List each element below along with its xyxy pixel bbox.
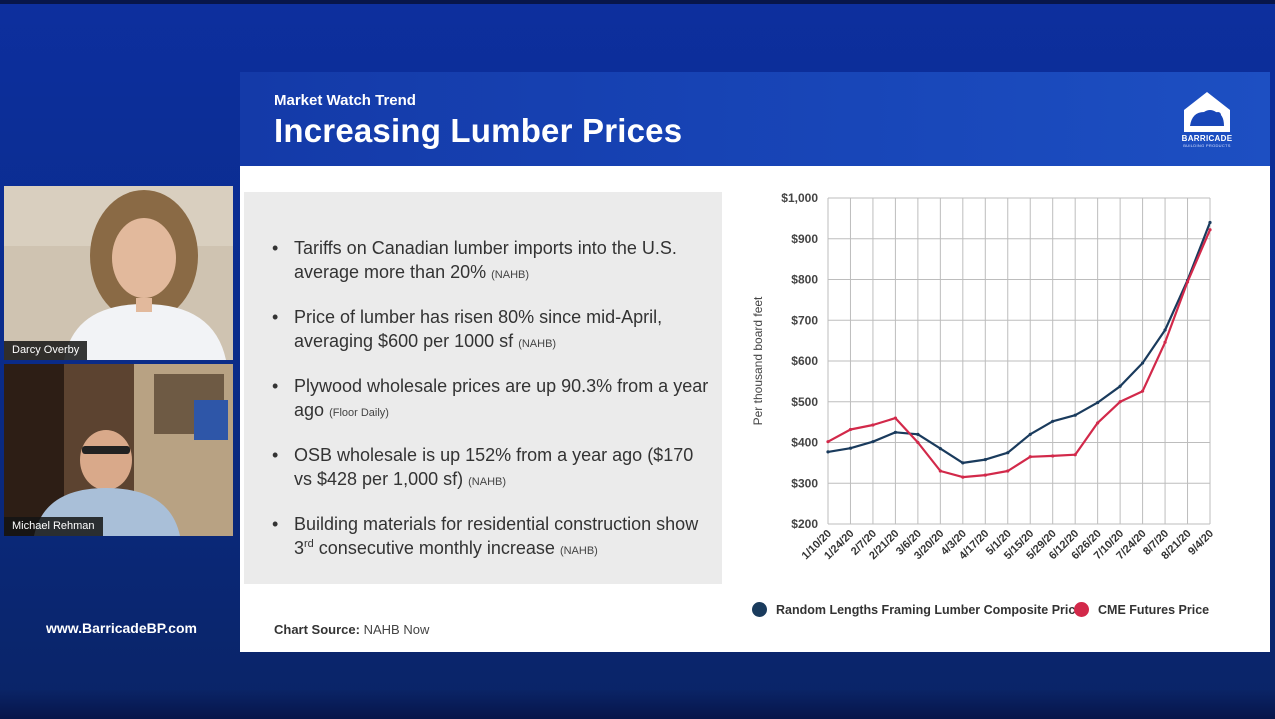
data-point-series-1: [871, 423, 875, 427]
data-point-series-1: [1185, 280, 1190, 284]
bullet-panel: • Tariffs on Canadian lumber imports into…: [244, 192, 722, 584]
data-point-series-1: [938, 469, 942, 473]
top-border: [0, 0, 1275, 4]
legend-item-futures: CME Futures Price: [1074, 602, 1209, 617]
bullet-text: OSB wholesale is up 152% from a year ago…: [294, 445, 694, 489]
video-tile-participant-1[interactable]: Darcy Overby: [4, 186, 233, 360]
barricade-logo: BARRICADE BUILDING PRODUCTS: [1180, 90, 1234, 152]
legend-swatch-futures: [1074, 602, 1089, 617]
lumber-price-chart: $200$300$400$500$600$700$800$900$1,0001/…: [751, 191, 1216, 562]
data-point-series-1: [1006, 469, 1010, 473]
y-tick-label: $600: [791, 354, 818, 368]
bullet-item: • Plywood wholesale prices are up 90.3% f…: [272, 376, 709, 420]
bullet-item: • Tariffs on Canadian lumber imports into…: [272, 238, 677, 282]
x-tick-label: 9/4/20: [1186, 528, 1216, 558]
data-point-series-1: [983, 473, 987, 477]
bear-house-icon: [1184, 92, 1230, 132]
slide-kicker: Market Watch Trend: [274, 92, 416, 109]
slide-body: • Tariffs on Canadian lumber imports into…: [240, 166, 1270, 652]
data-point-series-0: [1118, 384, 1122, 388]
y-tick-label: $700: [791, 313, 818, 327]
legend-label-futures: CME Futures Price: [1098, 602, 1210, 617]
data-point-series-0: [983, 458, 987, 462]
data-point-series-0: [826, 450, 830, 454]
data-point-series-0: [1051, 419, 1055, 423]
bullet-text: Tariffs on Canadian lumber imports into …: [294, 238, 677, 282]
data-point-series-0: [961, 461, 965, 465]
bullet-list: • Tariffs on Canadian lumber imports into…: [270, 236, 710, 581]
bullet-item: • OSB wholesale is up 152% from a year ag…: [272, 445, 694, 489]
chart-source-value: NAHB Now: [363, 622, 430, 637]
data-point-series-1: [1073, 453, 1077, 457]
data-point-series-0: [1096, 400, 1100, 405]
y-tick-label: $500: [791, 395, 818, 409]
participant-2-name-tag: Michael Rehman: [4, 517, 103, 536]
y-tick-label: $200: [791, 517, 818, 531]
chart-source-label: Chart Source:: [274, 622, 360, 637]
website-url: www.BarricadeBP.com: [46, 620, 197, 636]
logo-wordmark: BARRICADE: [1181, 134, 1233, 143]
participant-2-video-frame: [4, 364, 233, 536]
data-point-series-0: [1208, 220, 1212, 225]
data-point-series-0: [1073, 413, 1077, 417]
data-point-series-1: [1163, 340, 1167, 344]
series-line-0: [827, 222, 1212, 464]
bullet-source: (NAHB): [468, 476, 507, 488]
data-point-series-0: [1006, 451, 1010, 455]
y-tick-label: $800: [791, 273, 818, 287]
video-tile-participant-2[interactable]: Michael Rehman: [4, 364, 233, 536]
data-point-series-0: [893, 430, 898, 434]
bullet-text-continued: consecutive monthly increase: [313, 538, 555, 558]
data-point-series-1: [848, 427, 853, 432]
bottom-border: [0, 690, 1275, 719]
bullet-source: (Floor Daily): [329, 407, 389, 419]
data-point-series-1: [1208, 228, 1212, 232]
data-point-series-1: [826, 440, 830, 444]
data-point-series-1: [893, 416, 898, 420]
data-point-series-0: [1140, 361, 1145, 365]
participant-1-name-tag: Darcy Overby: [4, 341, 88, 360]
bullet-source: (NAHB): [491, 269, 530, 281]
data-point-series-1: [1118, 400, 1122, 404]
logo-subtext: BUILDING PRODUCTS: [1183, 143, 1231, 148]
legend-item-composite: Random Lengths Framing Lumber Composite …: [752, 602, 1082, 617]
chart-legend: Random Lengths Framing Lumber Composite …: [752, 602, 1252, 622]
data-point-series-1: [1096, 421, 1100, 425]
bullet-text: Plywood wholesale prices are up 90.3% fr…: [294, 376, 709, 420]
bullet-superscript: rd: [304, 538, 314, 550]
series-line-1: [827, 229, 1212, 479]
chart-source: Chart Source: NAHB Now: [274, 622, 429, 637]
data-point-series-1: [1028, 455, 1032, 459]
legend-swatch-composite: [752, 602, 767, 617]
bullet-item: • Building materials for residential cons…: [272, 514, 699, 558]
y-tick-label: $900: [791, 232, 818, 246]
data-point-series-1: [1140, 389, 1145, 393]
data-point-series-0: [848, 446, 853, 450]
y-tick-label: $1,000: [781, 191, 818, 205]
data-point-series-0: [938, 447, 942, 451]
slide-title: Increasing Lumber Prices: [274, 112, 683, 149]
y-tick-label: $400: [791, 436, 818, 450]
data-point-series-1: [961, 475, 965, 479]
bullet-text: Building materials for residential const…: [294, 514, 699, 558]
y-tick-label: $300: [791, 476, 818, 490]
bullet-source: (NAHB): [559, 545, 598, 557]
slide-header: Market Watch Trend Increasing Lumber Pri…: [240, 72, 1270, 166]
bullet-source: (NAHB): [518, 338, 557, 350]
participant-1-video-frame: [4, 186, 233, 360]
data-point-series-1: [1051, 454, 1055, 458]
legend-label-composite: Random Lengths Framing Lumber Composite …: [776, 602, 1083, 617]
y-axis-label: Per thousand board feet: [751, 296, 765, 425]
data-point-series-1: [916, 440, 920, 445]
data-point-series-0: [916, 432, 920, 436]
data-point-series-0: [1163, 328, 1167, 332]
data-point-series-0: [871, 440, 875, 444]
bullet-item: • Price of lumber has risen 80% since mid…: [272, 307, 663, 351]
bullet-text: Price of lumber has risen 80% since mid-…: [294, 307, 663, 351]
data-point-series-0: [1028, 432, 1032, 436]
